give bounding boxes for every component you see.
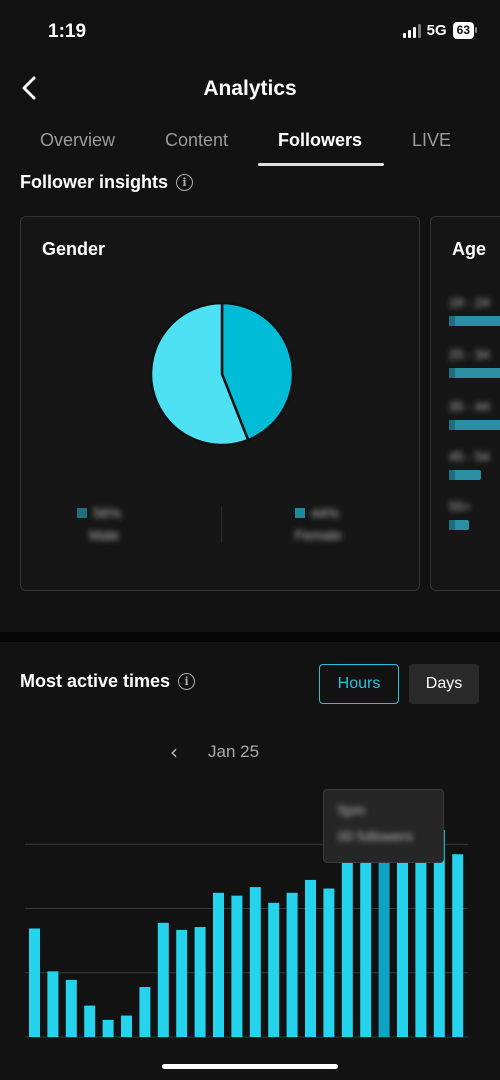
bar-hour-1[interactable] [47,971,59,1037]
age-bar [449,420,500,430]
most-active-title: Most active times [20,671,171,691]
tooltip-time: 5pm [338,802,366,818]
age-row: 55+ [449,499,500,530]
bar-hour-4[interactable] [102,1019,114,1037]
chevron-left-icon[interactable]: ‹ [170,740,178,764]
bar-hour-20[interactable] [397,811,408,1037]
legend-swatch-male [77,508,87,518]
gender-pie-chart [149,301,295,447]
home-indicator [162,1064,338,1069]
follower-insights-title: Follower insights [20,172,169,192]
bar-hour-13[interactable] [268,902,280,1037]
bar-hour-21[interactable] [415,821,427,1037]
bar-hour-23[interactable] [452,854,464,1037]
bar-hour-22[interactable] [433,829,445,1037]
bar-hour-11[interactable] [231,895,243,1037]
legend-male-label: Male [89,527,120,543]
age-card: Age 18 - 24 25 - 34 35 - 44 45 - 54 55+ [430,216,500,591]
bar-hour-3[interactable] [84,1005,96,1037]
tab-followers[interactable]: Followers [278,130,363,150]
bar-hour-9[interactable] [194,927,206,1037]
age-row-label: 35 - 44 [449,399,490,414]
tab-overview[interactable]: Overview [40,130,116,150]
bar-hour-16[interactable] [323,888,335,1037]
pie-slice-female [220,301,295,442]
legend-divider [221,507,222,543]
status-time: 1:19 [48,21,87,42]
network-type: 5G [426,22,447,39]
page-title: Analytics [203,77,297,100]
active-times-bar-chart [25,801,468,1038]
age-row: 45 - 54 [449,449,500,480]
bar-hour-14[interactable] [286,892,298,1037]
status-icons: 5G 63 [402,22,478,39]
pie-slice-male [149,301,250,447]
bar-hour-6[interactable] [139,987,151,1037]
bar-hour-17[interactable] [341,849,353,1037]
legend-female-label: Female [295,527,342,543]
status-bar: 1:19 5G 63 [0,0,500,62]
legend-male: 56% Male [77,505,121,543]
date-label: Jan 25 [208,742,260,761]
nav-bar: Analytics [0,62,500,116]
bar-hour-15[interactable] [305,879,316,1037]
section-divider [0,632,500,642]
age-row-label: 55+ [449,499,472,514]
age-row-label: 45 - 54 [449,449,490,464]
battery-icon: 63 [452,22,478,39]
age-row-label: 25 - 34 [449,347,490,362]
legend-female-percent: 44% [311,505,340,521]
bar-hour-12[interactable] [249,887,261,1037]
age-bar [449,316,500,326]
age-bar [449,520,469,530]
follower-insights-heading: Follower insights i [20,172,194,193]
bar-hour-5[interactable] [121,1015,132,1037]
tab-live[interactable]: LIVE [412,130,452,150]
info-icon[interactable]: i [178,673,196,690]
bar-hour-19[interactable] [378,801,390,1037]
days-toggle-button[interactable]: Days [409,664,479,704]
gender-card: Gender 56% Male 44% Female [20,216,420,591]
bar-hour-10[interactable] [213,892,224,1037]
gender-title: Gender [42,239,106,259]
back-arrow-icon[interactable] [16,74,44,102]
tooltip-value: 00 followers [338,828,413,844]
bar-hour-7[interactable] [157,922,169,1037]
age-bar [449,470,481,480]
signal-icon [402,23,421,38]
bar-hour-2[interactable] [65,979,77,1037]
legend-male-percent: 56% [93,505,122,521]
age-title: Age [452,239,487,259]
bar-hour-0[interactable] [29,928,40,1037]
age-bar [449,368,500,378]
info-icon[interactable]: i [176,174,194,191]
date-navigator: ‹ Jan 25 [170,740,259,764]
bar-hour-8[interactable] [176,929,188,1037]
tab-bar: Overview Content Followers LIVE [0,120,500,168]
age-row: 25 - 34 [449,347,500,378]
bar-hour-18[interactable] [360,815,372,1037]
tab-active-indicator [258,163,384,166]
age-row: 18 - 24 [449,295,500,326]
age-row: 35 - 44 [449,399,500,430]
most-active-heading: Most active times i [20,671,196,692]
legend-swatch-female [295,508,305,518]
legend-female: 44% Female [295,505,342,543]
age-row-label: 18 - 24 [449,295,490,310]
tab-content[interactable]: Content [165,130,229,150]
hours-toggle-button[interactable]: Hours [319,664,399,704]
chart-tooltip: 5pm 00 followers [323,789,444,863]
